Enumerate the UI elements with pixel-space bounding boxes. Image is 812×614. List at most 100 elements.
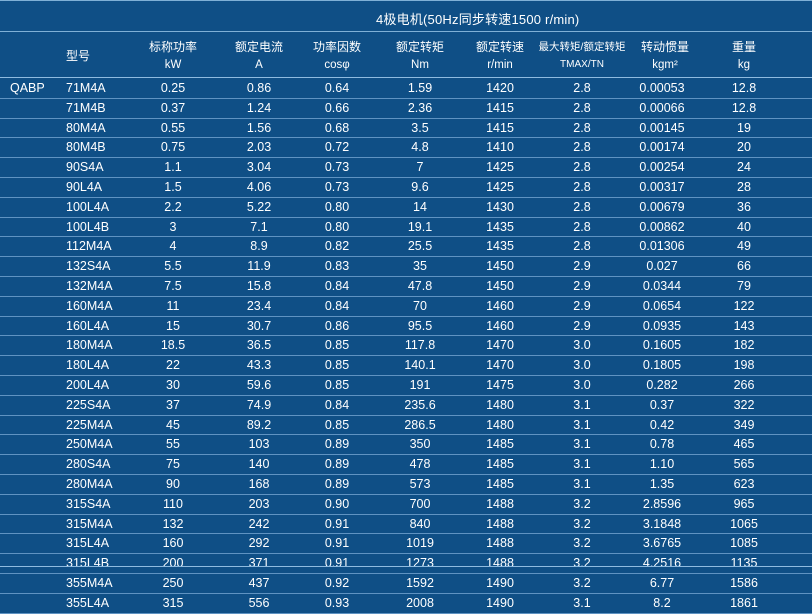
- cell-power: 1.1: [164, 160, 182, 175]
- cell-current: 8.9: [250, 239, 268, 254]
- cell-power: 132: [162, 516, 184, 531]
- header-speed-label: 额定转速: [475, 40, 524, 54]
- cell-model: 71M4B: [66, 100, 106, 115]
- cell-inertia: 0.78: [649, 437, 675, 452]
- table-row: 280S4A 75 140 0.89 478 1485 3.1 1.10 565: [0, 455, 812, 475]
- cell-inertia: 0.00862: [639, 219, 685, 234]
- cell-ratio: 2.8: [573, 140, 591, 155]
- cell-pf: 0.83: [324, 259, 350, 274]
- table-title: 4极电机(50Hz同步转速1500 r/min): [376, 12, 580, 27]
- header-torque: 额定转矩 Nm: [384, 34, 456, 78]
- cell-speed: 1415: [486, 100, 514, 115]
- cell-current: 140: [248, 457, 270, 472]
- cell-ratio: 2.9: [573, 298, 591, 313]
- cell-pf: 0.84: [324, 278, 350, 293]
- cell-pf: 0.85: [324, 417, 350, 432]
- cell-ratio: 2.8: [573, 199, 591, 214]
- header-torque-unit: Nm: [411, 59, 429, 71]
- table-header: 型号 标称功率 kW 额定电流 A 功率因数 cosφ 额定转矩 Nm 额定转速…: [0, 34, 812, 78]
- header-pf-unit: cosφ: [324, 59, 350, 71]
- cell-model: 112M4A: [66, 239, 112, 254]
- cell-model: 315L4B: [66, 556, 110, 571]
- cell-current: 0.86: [246, 81, 272, 95]
- cell-weight: 565: [733, 457, 755, 472]
- cell-current: 3.04: [246, 160, 272, 175]
- table-row: QABP 71M4A 0.25 0.86 0.64 1.59 1420 2.8 0.00053 1…: [0, 79, 812, 99]
- table-row: 80M4A 0.55 1.56 0.68 3.5 1415 2.8 0.00145 19: [0, 119, 812, 139]
- table-row: 160L4A 15 30.7 0.86 95.5 1460 2.9 0.0935 143: [0, 317, 812, 337]
- cell-power: 200: [162, 556, 184, 571]
- header-current: 额定电流 A: [226, 34, 292, 78]
- cell-torque: 140.1: [404, 358, 436, 373]
- cell-ratio: 3.2: [573, 496, 591, 511]
- cell-speed: 1430: [486, 199, 514, 214]
- cell-weight: 122: [733, 298, 755, 313]
- cell-inertia: 8.2: [653, 595, 671, 610]
- cell-torque: 70: [413, 298, 427, 313]
- cell-torque: 7: [416, 160, 424, 175]
- cell-power: 90: [166, 476, 180, 491]
- cell-weight: 266: [733, 377, 755, 392]
- cell-ratio: 3.1: [573, 595, 591, 610]
- table-row: 225S4A 37 74.9 0.84 235.6 1480 3.1 0.37 322: [0, 396, 812, 416]
- cell-model: 80M4A: [66, 120, 106, 135]
- cell-speed: 1488: [486, 556, 514, 571]
- cell-torque: 47.8: [407, 278, 433, 293]
- cell-inertia: 3.6765: [642, 536, 682, 551]
- cell-ratio: 3.1: [573, 417, 591, 432]
- cell-speed: 1475: [486, 377, 514, 392]
- cell-model: 280M4A: [66, 476, 113, 491]
- cell-pf: 0.80: [324, 219, 350, 234]
- cell-current: 4.06: [246, 179, 272, 194]
- cell-weight: 349: [733, 417, 755, 432]
- cell-pf: 0.64: [324, 81, 350, 95]
- cell-current: 89.2: [246, 417, 272, 432]
- cell-pf: 0.91: [324, 556, 350, 571]
- header-model: 型号: [60, 34, 124, 78]
- cell-weight: 465: [733, 437, 755, 452]
- cell-ratio: 2.8: [573, 81, 591, 95]
- cell-weight: 66: [737, 259, 751, 274]
- cell-model: 355L4A: [66, 595, 110, 610]
- cell-current: 36.5: [246, 338, 272, 353]
- header-model-label: 型号: [66, 49, 91, 63]
- cell-pf: 0.80: [324, 199, 350, 214]
- cell-ratio: 3.1: [573, 476, 591, 491]
- header-torque-ratio: 最大转矩/额定转矩 TMAX/TN: [534, 34, 630, 78]
- cell-speed: 1480: [486, 397, 514, 412]
- cell-speed: 1460: [486, 318, 514, 333]
- cell-current: 5.22: [246, 199, 272, 214]
- table-row: 200L4A 30 59.6 0.85 191 1475 3.0 0.282 266: [0, 376, 812, 396]
- header-inertia: 转动惯量 kgm²: [630, 34, 700, 78]
- cell-weight: 40: [737, 219, 751, 234]
- cell-torque: 478: [409, 457, 431, 472]
- cell-current: 556: [248, 595, 270, 610]
- cell-pf: 0.86: [324, 318, 350, 333]
- cell-weight: 322: [733, 397, 755, 412]
- cell-inertia: 6.77: [649, 575, 675, 590]
- cell-power: 1.5: [164, 179, 182, 194]
- cell-speed: 1450: [486, 259, 514, 274]
- cell-ratio: 2.8: [573, 179, 591, 194]
- cell-power: 0.75: [160, 140, 186, 155]
- cell-weight: 28: [737, 179, 751, 194]
- header-speed: 额定转速 r/min: [468, 34, 532, 78]
- cell-speed: 1488: [486, 516, 514, 531]
- header-weight-label: 重量: [731, 40, 756, 54]
- cell-model: 160L4A: [66, 318, 110, 333]
- table-row: 315L4A 160 292 0.91 1019 1488 3.2 3.6765 1085: [0, 534, 812, 555]
- cell-weight: 20: [737, 140, 751, 155]
- cell-pf: 0.85: [324, 338, 350, 353]
- cell-model: 355M4A: [66, 575, 113, 590]
- cell-weight: 1586: [730, 575, 758, 590]
- cell-model: 90S4A: [66, 160, 104, 175]
- cell-torque: 1273: [406, 556, 434, 571]
- table-row: 250M4A 55 103 0.89 350 1485 3.1 0.78 465: [0, 435, 812, 456]
- cell-inertia: 0.01306: [639, 239, 685, 254]
- cell-pf: 0.73: [324, 179, 350, 194]
- cell-power: 30: [166, 377, 180, 392]
- cell-current: 74.9: [246, 397, 272, 412]
- table-row: 100L4A 2.2 5.22 0.80 14 1430 2.8 0.00679 36: [0, 198, 812, 218]
- cell-model: 71M4A: [66, 81, 106, 95]
- cell-model: 315S4A: [66, 496, 111, 511]
